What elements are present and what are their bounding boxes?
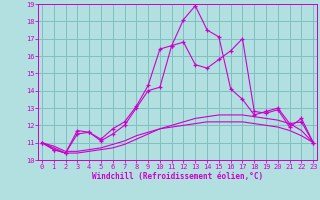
X-axis label: Windchill (Refroidissement éolien,°C): Windchill (Refroidissement éolien,°C) — [92, 172, 263, 181]
